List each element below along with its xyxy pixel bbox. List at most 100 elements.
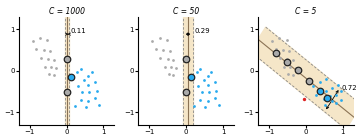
Point	[273, 48, 278, 50]
Point	[164, 38, 170, 41]
Point	[323, 90, 329, 93]
Point	[333, 94, 339, 96]
Point	[338, 90, 344, 93]
Point	[183, 91, 189, 93]
Point	[94, 90, 100, 92]
Point	[190, 76, 196, 78]
Point	[286, 50, 292, 52]
Point	[282, 65, 287, 68]
Point	[78, 99, 83, 101]
Point	[273, 52, 278, 54]
Point	[212, 81, 218, 83]
Point	[170, 59, 176, 61]
Point	[76, 85, 81, 88]
Point	[30, 40, 36, 42]
Point	[41, 49, 46, 51]
Point	[269, 40, 275, 42]
Point	[64, 91, 69, 93]
Point	[206, 91, 212, 93]
Point	[79, 91, 85, 93]
Point	[321, 98, 326, 100]
Point	[48, 66, 54, 69]
Point	[293, 67, 298, 69]
Point	[285, 73, 291, 75]
Point	[170, 74, 176, 76]
Polygon shape	[250, 27, 362, 129]
Point	[335, 84, 341, 86]
Point	[45, 38, 50, 41]
Point	[70, 76, 76, 78]
Point	[183, 58, 189, 60]
Point	[153, 48, 159, 50]
Point	[285, 58, 290, 60]
Point	[33, 48, 39, 50]
Text: 0.29: 0.29	[195, 28, 211, 34]
Point	[68, 76, 74, 78]
Point	[92, 97, 98, 99]
Point	[317, 81, 323, 83]
Point	[86, 91, 92, 93]
Point	[188, 76, 193, 78]
Point	[277, 57, 283, 59]
Point	[150, 40, 155, 42]
Point	[53, 67, 59, 69]
Point	[290, 59, 296, 61]
Point	[197, 99, 203, 101]
Point	[160, 49, 166, 51]
Point	[42, 65, 48, 68]
Point	[201, 79, 207, 81]
Point	[158, 57, 163, 59]
Point	[213, 90, 219, 92]
Point	[51, 59, 57, 61]
Point	[197, 68, 203, 70]
Point	[313, 94, 319, 96]
Point	[162, 65, 168, 68]
Point	[280, 49, 286, 51]
Point	[85, 84, 91, 86]
Point	[83, 106, 89, 108]
Point	[277, 37, 282, 39]
Point	[310, 85, 316, 88]
Point	[284, 38, 290, 41]
Point	[199, 91, 205, 93]
Point	[333, 102, 339, 104]
Point	[96, 104, 102, 106]
Point	[323, 78, 329, 80]
Point	[89, 70, 94, 73]
Point	[64, 58, 69, 60]
Point	[165, 58, 171, 60]
Point	[203, 106, 208, 108]
Point	[85, 75, 91, 77]
Point	[205, 84, 211, 86]
Point	[45, 58, 51, 60]
Point	[330, 87, 335, 89]
Point	[295, 69, 301, 71]
Point	[322, 104, 328, 106]
Point	[284, 60, 290, 63]
Point	[173, 67, 179, 69]
Point	[72, 105, 78, 107]
Point	[38, 57, 44, 59]
Point	[195, 85, 201, 88]
Point	[212, 97, 218, 99]
Point	[157, 37, 163, 39]
Bar	[65, 17, 69, 125]
Point	[306, 80, 312, 82]
Point	[166, 73, 171, 75]
Point	[301, 98, 307, 100]
Point	[78, 68, 83, 70]
Point	[290, 74, 296, 76]
Point	[168, 66, 174, 69]
Point	[92, 81, 98, 83]
Point	[324, 97, 330, 99]
Point	[193, 70, 199, 73]
Point	[208, 70, 214, 73]
Point	[37, 37, 43, 39]
Text: 0.11: 0.11	[70, 28, 86, 34]
Point	[46, 73, 52, 75]
Point	[85, 100, 91, 102]
Point	[81, 79, 87, 81]
Title: C = 50: C = 50	[173, 7, 199, 16]
Bar	[183, 17, 193, 125]
Point	[47, 50, 53, 52]
